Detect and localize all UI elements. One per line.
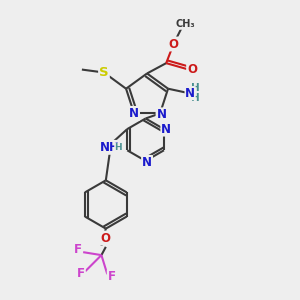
Text: CH₃: CH₃ [176, 19, 195, 29]
Text: N: N [185, 87, 195, 100]
Text: N: N [161, 123, 171, 136]
Text: N: N [157, 108, 166, 122]
Text: F: F [74, 243, 82, 256]
Text: H: H [191, 83, 200, 93]
Text: N: N [142, 156, 152, 169]
Text: O: O [187, 62, 197, 76]
Text: F: F [108, 270, 116, 283]
Text: H: H [115, 143, 122, 152]
Text: H: H [191, 93, 200, 103]
Text: O: O [169, 38, 178, 50]
Text: NH: NH [100, 141, 119, 154]
Text: F: F [77, 267, 85, 280]
Text: O: O [101, 232, 111, 244]
Text: S: S [99, 66, 109, 79]
Text: N: N [129, 107, 139, 120]
